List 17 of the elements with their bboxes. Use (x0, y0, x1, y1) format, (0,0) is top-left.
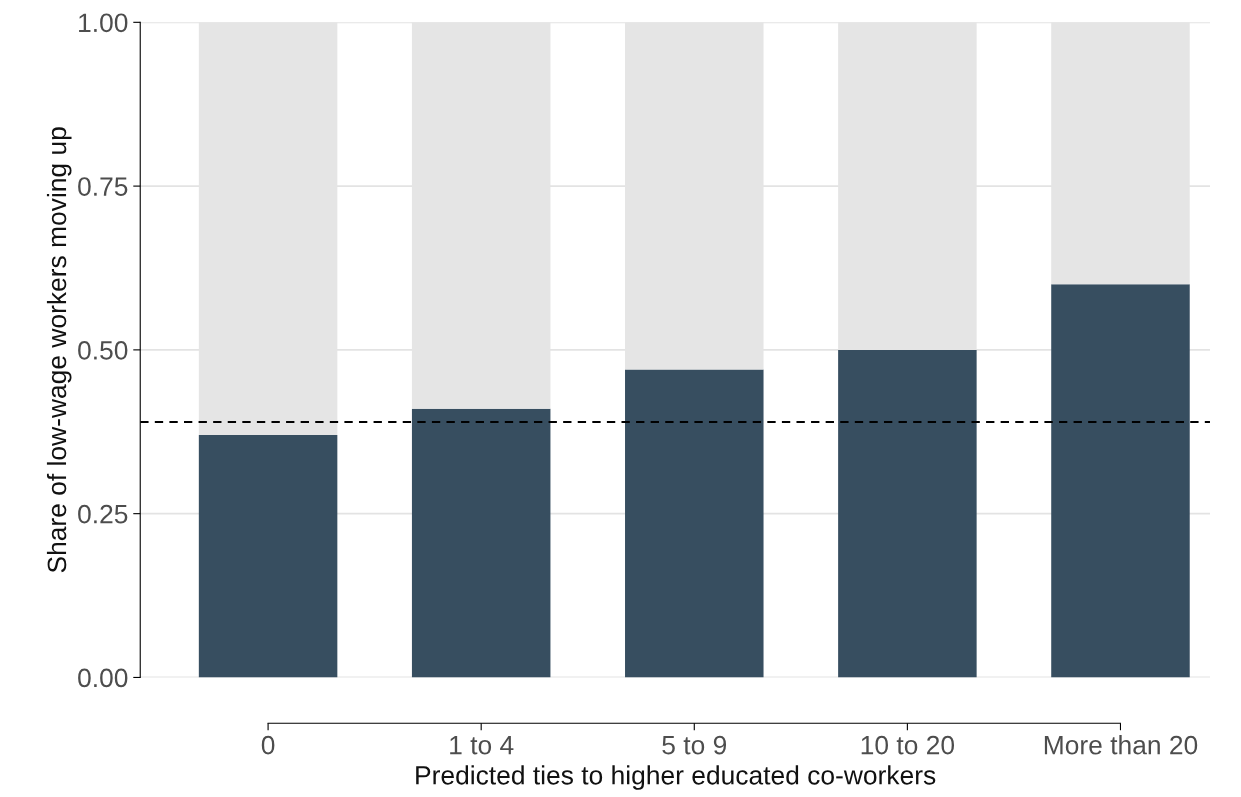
bar (411, 408, 551, 678)
y-tick-label: 1.00 (79, 13, 128, 33)
bar (198, 435, 338, 678)
bar (625, 369, 764, 678)
x-tick-label: 0 (261, 735, 275, 755)
bar (1051, 284, 1190, 678)
x-axis-title: Predicted ties to higher educated co-workers (416, 765, 936, 790)
y-tick-label: 0.25 (78, 504, 128, 524)
x-tick-label: 5 to 9 (662, 735, 727, 755)
x-tick-label: More than 20 (1044, 735, 1198, 755)
y-tick-label: 0.50 (78, 341, 128, 360)
x-tick-label: 10 to 20 (861, 735, 955, 755)
y-tick-label: 0.75 (78, 177, 128, 196)
x-tick-label: 1 to 4 (450, 736, 514, 755)
y-tick-label: 0.00 (78, 668, 128, 688)
bar (838, 349, 977, 678)
y-axis-title: Share of low-wage workers moving up (46, 127, 72, 573)
